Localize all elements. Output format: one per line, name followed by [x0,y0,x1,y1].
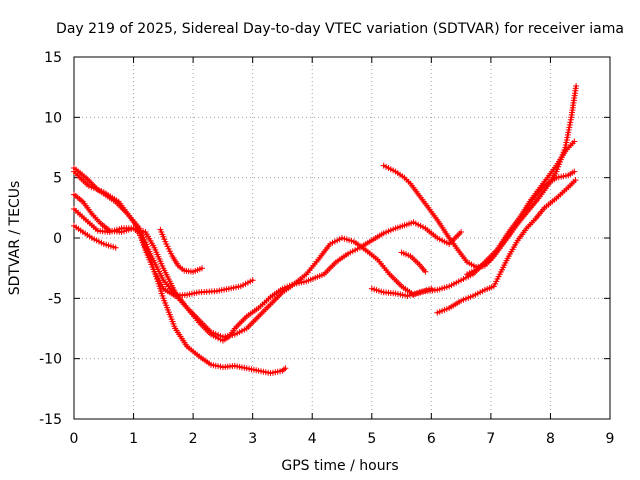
y-axis-title: SDTVAR / TECUs [7,181,23,296]
chart-title: Day 219 of 2025, Sidereal Day-to-day VTE… [56,21,624,37]
y-tick-label: 15 [44,50,62,66]
series-sat-b [71,168,465,344]
x-tick-label: 1 [129,431,138,447]
x-tick-label: 3 [248,431,257,447]
series-line [400,251,427,273]
series-markers [368,285,435,299]
tick-layer: 0 1 2 3 4 5 6 7 8 9 15 10 5 0 -5 -10 -15 [39,50,614,447]
series-markers [464,83,580,278]
y-tick-label: 0 [53,231,62,247]
series-sat-e [71,222,119,251]
series-sat-j [434,177,579,316]
x-tick-label: 5 [367,431,376,447]
x-tick-label: 7 [486,431,495,447]
series-line [72,170,463,342]
x-tick-label: 2 [189,431,198,447]
series-line [72,207,287,375]
x-tick-label: 9 [606,431,615,447]
x-tick-label: 4 [308,431,317,447]
y-tick-label: -5 [48,291,62,307]
x-tick-label: 8 [546,431,555,447]
series-sat-d [71,206,289,377]
series-layer [71,83,580,377]
series-sat-i [398,249,429,275]
x-axis-title: GPS time / hours [281,458,398,474]
y-tick-label: 10 [44,110,62,126]
y-tick-label: 5 [53,171,62,187]
series-sat-f [157,226,205,275]
series-markers [434,177,579,316]
y-tick-label: -10 [39,352,62,368]
series-markers [157,226,205,275]
y-tick-label: -15 [39,412,62,428]
series-sat-h [368,285,435,299]
series-line [466,84,578,276]
series-markers [71,168,465,344]
series-markers [71,222,119,251]
x-tick-label: 0 [70,431,79,447]
x-tick-label: 6 [427,431,436,447]
series-markers [71,206,289,377]
series-markers [398,249,429,275]
series-sat-k [464,83,580,278]
